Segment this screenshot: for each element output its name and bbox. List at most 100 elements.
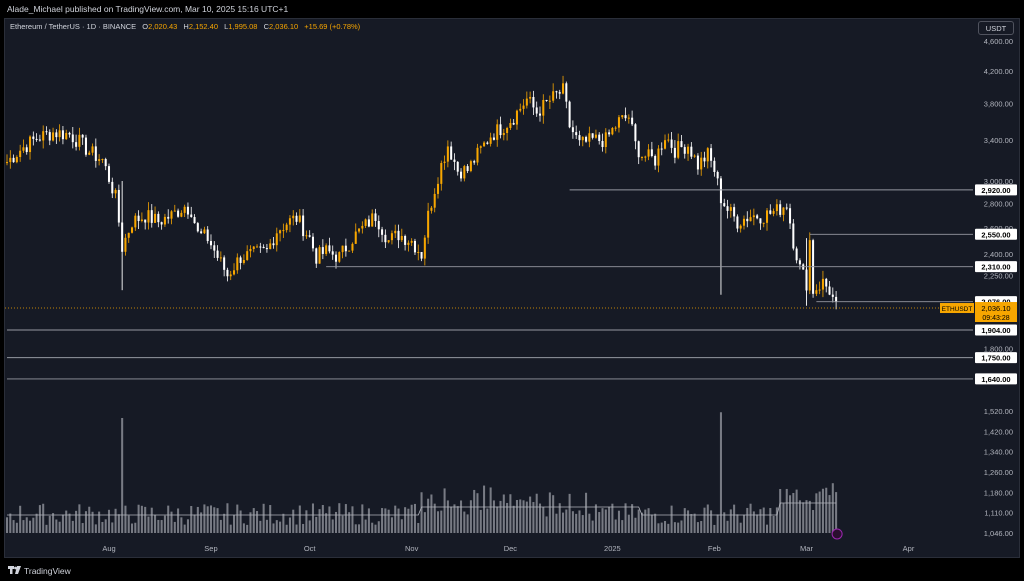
candle-body: [440, 163, 443, 184]
candle-body: [252, 246, 255, 249]
candle-body: [492, 137, 495, 140]
chart-frame[interactable]: 1,800.002,000.002,250.002,400.002,600.00…: [4, 18, 1020, 558]
legend-open: O2,020.43: [142, 22, 178, 31]
candle-body: [673, 147, 676, 158]
candle-body: [759, 218, 762, 224]
volume-bar: [825, 487, 828, 533]
volume-bar: [835, 492, 838, 533]
candle-body: [114, 189, 117, 194]
x-tick-label: 2025: [604, 544, 621, 553]
volume-bar: [325, 513, 328, 533]
candle-body: [496, 124, 499, 140]
volume-bar: [101, 521, 104, 533]
volume-bar: [25, 517, 28, 533]
candle-body: [367, 219, 370, 227]
volume-bar: [696, 522, 699, 533]
candle-body: [206, 229, 209, 242]
volume-bar: [117, 514, 120, 533]
candle-body: [154, 213, 157, 223]
candle-body: [795, 248, 798, 261]
volume-bar: [631, 504, 634, 533]
volume-bar: [38, 505, 41, 533]
level-tag: [975, 228, 1017, 240]
volume-bar: [315, 516, 318, 533]
candle-body: [163, 216, 166, 225]
volume-bar: [608, 506, 611, 533]
candle-body: [483, 142, 486, 147]
volume-bar: [35, 513, 38, 533]
price-chart[interactable]: 1,800.002,000.002,250.002,400.002,600.00…: [5, 19, 1019, 557]
volume-bar: [519, 499, 522, 533]
candle-body: [782, 207, 785, 215]
volume-bar: [78, 504, 81, 533]
candle-body: [571, 127, 574, 133]
volume-bar: [515, 499, 518, 533]
candle-body: [404, 235, 407, 245]
volume-bar: [489, 487, 492, 533]
volume-bar: [387, 509, 390, 533]
currency-button[interactable]: USDT: [978, 21, 1014, 35]
volume-bar: [558, 503, 561, 533]
volume-bar: [667, 523, 670, 533]
volume-bar: [456, 506, 459, 533]
volume-bar: [769, 508, 772, 533]
publisher-bar: Alade_Michael published on TradingView.c…: [0, 0, 1024, 18]
candle-body: [38, 139, 41, 141]
volume-bar: [29, 520, 32, 533]
volume-bar: [157, 519, 160, 533]
candle-body: [765, 210, 769, 223]
candle-body: [433, 193, 436, 208]
volume-bar: [805, 500, 808, 533]
candle-body: [407, 242, 410, 245]
candle-body: [479, 146, 482, 148]
tradingview-logo-icon: [8, 566, 21, 574]
volume-bar: [617, 510, 620, 533]
volume-bar: [91, 511, 94, 533]
volume-moving-average-line: [7, 502, 837, 516]
candle-body: [232, 270, 236, 275]
candle-body: [351, 243, 354, 251]
candle-body: [647, 149, 650, 157]
volume-bar: [644, 509, 647, 533]
y-tick-label: 3,800.00: [984, 100, 1013, 109]
legend-change: +15.69 (+0.78%): [304, 22, 361, 31]
legend-high: H2,152.40: [183, 22, 219, 31]
volume-bar: [821, 488, 824, 533]
candle-body: [361, 225, 364, 229]
candle-body: [499, 124, 502, 136]
candle-body: [611, 128, 614, 135]
candle-body: [742, 218, 746, 226]
volume-bar: [713, 524, 716, 533]
volume-scale-label: 1,340.00: [984, 448, 1013, 457]
volume-bar: [568, 493, 571, 533]
candle-body: [545, 99, 548, 101]
candle-body: [282, 230, 285, 232]
candle-body: [529, 96, 532, 99]
candle-body: [177, 210, 180, 217]
candle-body: [687, 146, 690, 154]
candle-body: [825, 278, 828, 287]
candle-body: [364, 219, 367, 226]
volume-bar: [321, 505, 324, 533]
volume-bar: [640, 512, 644, 533]
candle-body: [667, 139, 670, 141]
candle-body: [390, 233, 393, 241]
candle-body: [344, 245, 347, 252]
volume-bar: [331, 519, 334, 533]
candle-body: [706, 148, 709, 162]
volume-bar: [173, 521, 176, 533]
y-tick-label: 1,800.00: [984, 344, 1013, 353]
volume-bar: [789, 495, 792, 533]
footer-brand[interactable]: TradingView: [24, 566, 71, 576]
candle-body: [42, 131, 45, 141]
volume-bar: [450, 506, 453, 533]
current-price-tag: [975, 302, 1017, 323]
candle-body: [769, 210, 772, 214]
volume-bar: [604, 509, 607, 533]
countdown-label: 09:43:28: [982, 315, 1009, 322]
volume-bar: [664, 520, 667, 533]
candle-body: [808, 240, 811, 291]
candle-body: [226, 269, 229, 277]
volume-bar: [282, 513, 285, 533]
volume-bar: [305, 510, 308, 533]
